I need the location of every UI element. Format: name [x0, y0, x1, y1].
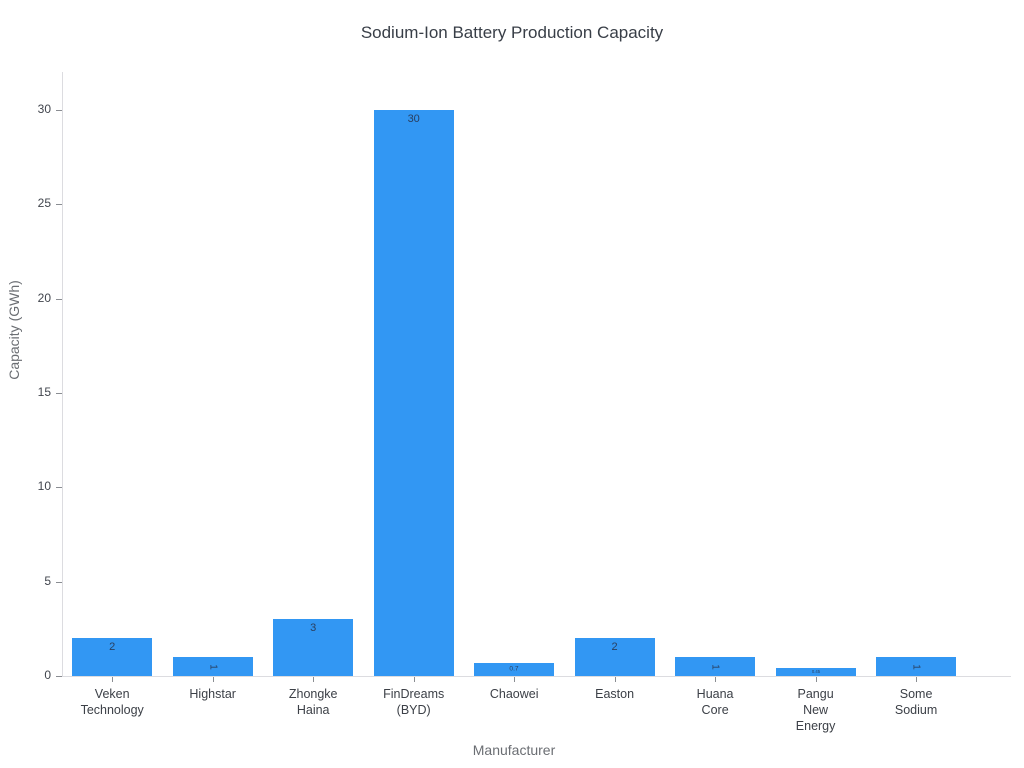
y-tick-label: 20: [37, 290, 51, 305]
x-tick-mark: [815, 677, 817, 682]
bar-value-label: 0.7: [509, 665, 519, 674]
bar-pangu-new-energy[interactable]: 0.45: [775, 667, 856, 676]
bar-value-label: 30: [407, 112, 420, 125]
x-tick-label-3: Zhongke Haina: [288, 687, 338, 717]
bar-some-sodium[interactable]: 1: [876, 657, 957, 676]
bar-value-label: 2: [611, 641, 618, 654]
bar-value-label: 2: [109, 641, 116, 654]
y-tick-mark: [56, 298, 62, 300]
y-tick-label: 10: [37, 479, 51, 494]
bar-findreams-byd-[interactable]: 30: [373, 109, 454, 677]
bar-chaowei[interactable]: 0.7: [474, 662, 555, 676]
x-axis-title: Manufacturer: [472, 742, 556, 758]
y-tick-label: 5: [44, 573, 51, 588]
bar-easton[interactable]: 2: [574, 638, 655, 677]
x-tick-mark: [514, 677, 516, 682]
bar-value-label: 3: [310, 622, 317, 635]
y-tick-mark: [56, 204, 62, 206]
x-tick-mark: [916, 677, 918, 682]
x-tick-label-5: Chaowei: [489, 687, 539, 701]
bar-veken-technology[interactable]: 2: [72, 638, 153, 677]
x-axis-line: [62, 676, 1011, 677]
y-tick-label: 0: [44, 668, 51, 682]
x-tick-label-8: Pangu New Energy: [795, 687, 836, 733]
y-axis-line: [62, 72, 63, 676]
y-tick-mark: [56, 392, 62, 394]
x-tick-mark: [212, 677, 214, 682]
y-tick-mark: [56, 109, 62, 111]
x-tick-mark: [313, 677, 315, 682]
bar-value-label: 0.45: [811, 669, 820, 675]
y-tick-mark: [56, 487, 62, 489]
x-tick-label-2: Highstar: [189, 687, 236, 701]
x-tick-label-4: FinDreams (BYD): [383, 687, 445, 717]
bar-huana-core[interactable]: 1: [675, 657, 756, 676]
bar-zhongke-haina[interactable]: 3: [273, 619, 354, 676]
y-tick-label: 30: [37, 101, 51, 116]
y-tick-mark: [56, 581, 62, 583]
x-tick-label-7: Huana Core: [696, 687, 734, 717]
bar-highstar[interactable]: 1: [172, 657, 253, 676]
x-tick-mark: [614, 677, 616, 682]
x-tick-mark: [715, 677, 717, 682]
x-tick-label-9: Some Sodium: [894, 687, 938, 717]
y-tick-label: 15: [37, 384, 51, 399]
x-tick-label-6: Easton: [595, 687, 635, 701]
x-tick-label-1: Veken Technology: [80, 687, 144, 717]
x-tick-mark: [112, 677, 114, 682]
y-tick-mark: [56, 676, 62, 677]
x-tick-mark: [413, 677, 415, 682]
chart-title: Sodium-Ion Battery Production Capacity: [360, 23, 664, 42]
y-tick-label: 25: [37, 196, 51, 211]
